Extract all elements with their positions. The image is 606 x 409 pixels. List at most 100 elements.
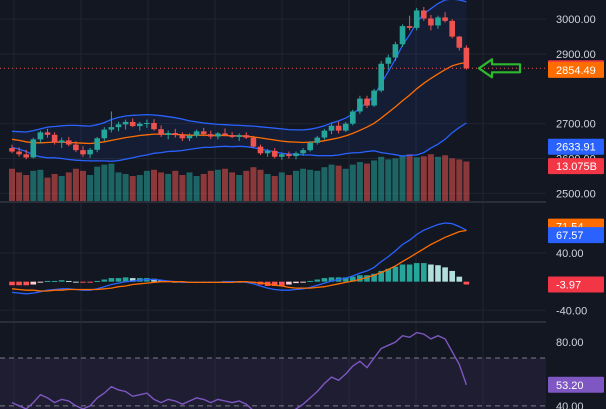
- candle-body[interactable]: [300, 150, 306, 154]
- candle-body[interactable]: [215, 133, 221, 137]
- candle-body[interactable]: [406, 26, 413, 28]
- volume-bar: [300, 168, 307, 201]
- volume-bar: [264, 173, 271, 201]
- candle-body[interactable]: [151, 122, 157, 130]
- candle-body[interactable]: [236, 135, 242, 137]
- candle-body[interactable]: [378, 63, 384, 91]
- macd-histogram-bar: [80, 281, 86, 283]
- macd-line-tag: [548, 227, 604, 244]
- candle-body[interactable]: [293, 153, 299, 157]
- candle-body[interactable]: [413, 10, 420, 28]
- macd-histogram-bar: [101, 279, 108, 282]
- candle-body[interactable]: [286, 154, 292, 157]
- candle-body[interactable]: [37, 132, 44, 140]
- volume-bar: [413, 157, 420, 201]
- candle-body[interactable]: [172, 133, 179, 135]
- candle-body[interactable]: [385, 57, 392, 64]
- candle-body[interactable]: [307, 142, 313, 151]
- candle-body[interactable]: [73, 144, 79, 151]
- macd-histogram-bar: [456, 276, 463, 282]
- volume-bar: [44, 177, 51, 201]
- candle-body[interactable]: [321, 130, 328, 138]
- candle-body[interactable]: [87, 149, 93, 155]
- candle-body[interactable]: [115, 124, 122, 128]
- candle-body[interactable]: [392, 44, 399, 58]
- candle-body[interactable]: [335, 125, 342, 131]
- macd-histogram-bar: [108, 278, 115, 282]
- macd-histogram-bar: [122, 277, 129, 282]
- candle-body[interactable]: [66, 140, 72, 145]
- volume-bar: [399, 155, 406, 201]
- macd-histogram-bar: [37, 281, 44, 283]
- macd-histogram-bar: [9, 281, 15, 286]
- macd-histogram-bar: [399, 264, 406, 282]
- price-axis[interactable]: 3000.002900.002700.002600.002500.0040.00…: [548, 14, 604, 409]
- candle-body[interactable]: [193, 131, 200, 136]
- candle-body[interactable]: [101, 129, 108, 139]
- volume-bar: [427, 154, 434, 201]
- candle-body[interactable]: [80, 150, 86, 155]
- candle-body[interactable]: [30, 139, 37, 158]
- volume-bar: [158, 172, 165, 201]
- candle-body[interactable]: [158, 129, 164, 135]
- candle-body[interactable]: [428, 18, 434, 26]
- candle-body[interactable]: [23, 154, 29, 158]
- candle-body[interactable]: [243, 135, 250, 138]
- candle-body[interactable]: [257, 146, 264, 154]
- candle-body[interactable]: [122, 121, 129, 125]
- candle-body[interactable]: [108, 127, 115, 130]
- price-axis-tick-label: 3000.00: [556, 14, 596, 26]
- candle-body[interactable]: [144, 122, 150, 124]
- candle-body[interactable]: [435, 17, 441, 26]
- price-label-tag: [548, 158, 604, 175]
- candle-body[interactable]: [456, 36, 463, 48]
- price-axis-tick-label: 2700.00: [556, 119, 596, 131]
- volume-bar: [214, 169, 221, 201]
- candle-body[interactable]: [229, 135, 235, 137]
- price-axis-tick-label: 2500.00: [556, 188, 596, 200]
- candle-body[interactable]: [421, 10, 427, 19]
- candle-body[interactable]: [449, 20, 455, 37]
- candle-body[interactable]: [129, 121, 136, 127]
- volume-bar: [165, 173, 172, 201]
- candle-body[interactable]: [179, 134, 186, 139]
- candle-body[interactable]: [399, 26, 406, 45]
- candle-body[interactable]: [9, 148, 15, 152]
- candle-body[interactable]: [314, 137, 321, 143]
- candle-body[interactable]: [58, 140, 65, 143]
- candle-body[interactable]: [208, 134, 214, 137]
- macd-histogram-bar: [279, 281, 285, 286]
- candle-body[interactable]: [279, 154, 285, 157]
- macd-histogram-bar: [314, 279, 321, 282]
- candle-body[interactable]: [222, 133, 228, 136]
- candle-body[interactable]: [328, 125, 335, 131]
- candle-body[interactable]: [137, 123, 143, 127]
- candle-body[interactable]: [371, 90, 377, 106]
- candle-body[interactable]: [264, 150, 271, 154]
- candle-body[interactable]: [271, 150, 278, 157]
- candle-body[interactable]: [165, 133, 171, 135]
- candle-body[interactable]: [350, 111, 356, 124]
- candle-body[interactable]: [364, 98, 370, 106]
- candle-body[interactable]: [357, 98, 363, 112]
- candle-body[interactable]: [51, 134, 58, 143]
- volume-bar: [229, 172, 236, 201]
- candle-body[interactable]: [200, 131, 207, 135]
- volume-bar: [257, 169, 264, 201]
- rsi-axis-tick-label: 40.00: [556, 401, 584, 409]
- candle-body[interactable]: [463, 47, 470, 69]
- volume-bar: [16, 172, 23, 201]
- candles[interactable]: [9, 6, 470, 160]
- candle-body[interactable]: [342, 123, 349, 131]
- candle-body[interactable]: [250, 137, 257, 147]
- volume-bar: [108, 163, 115, 201]
- candle-body[interactable]: [186, 135, 193, 139]
- candle-body[interactable]: [16, 151, 22, 155]
- candle-body[interactable]: [94, 138, 100, 150]
- candle-body[interactable]: [442, 17, 448, 21]
- candle-body[interactable]: [44, 132, 51, 135]
- volume-bar: [151, 169, 157, 201]
